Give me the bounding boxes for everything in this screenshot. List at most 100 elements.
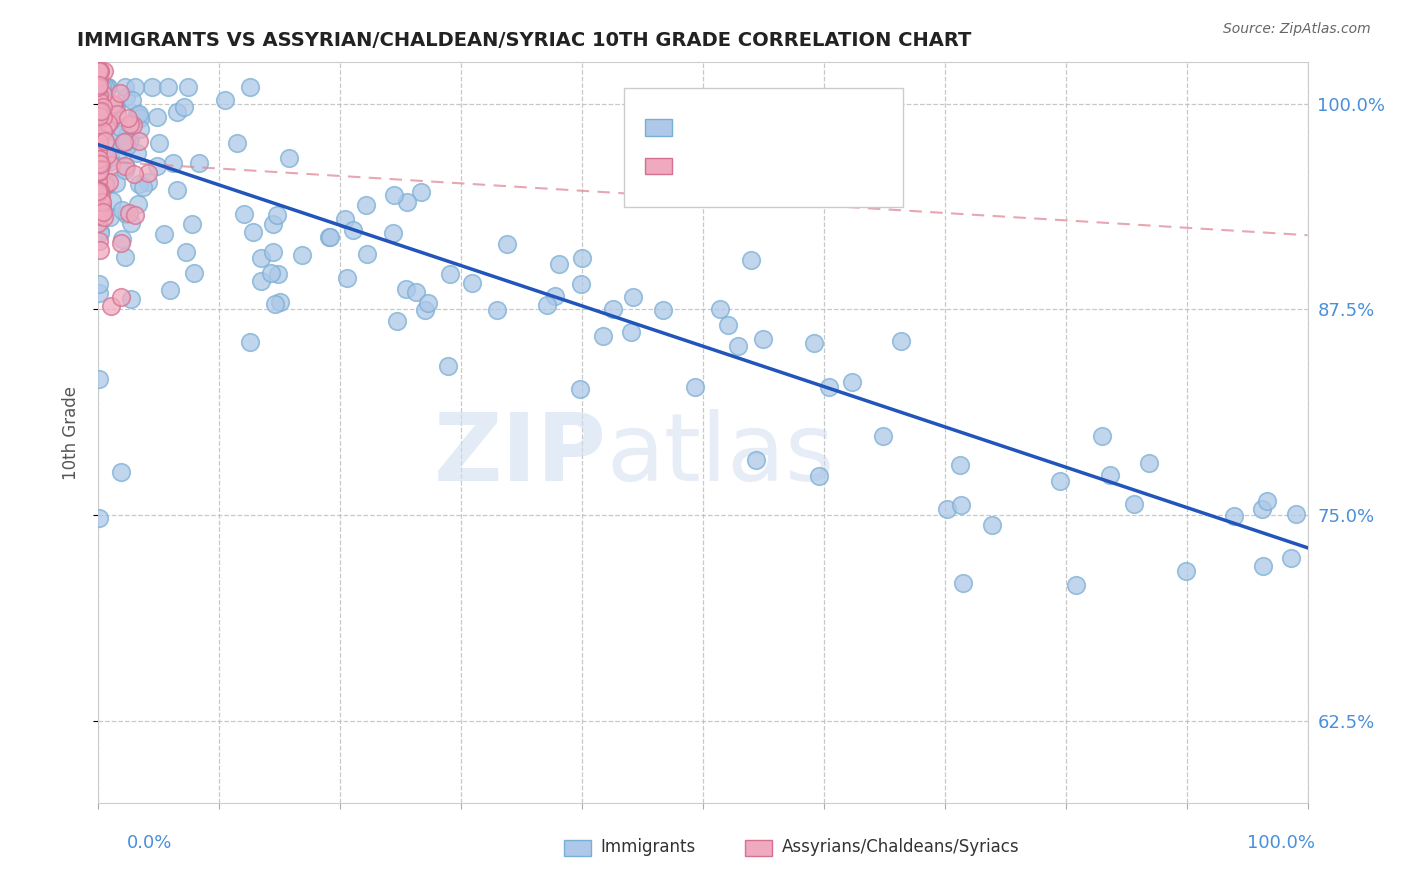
Point [115,134,138,148]
Point [226,136,249,150]
Point [93,178,115,193]
Point [683,380,706,394]
Point [1251,559,1274,574]
Point [173,100,195,114]
Point [104,176,127,190]
Point [90,158,112,172]
Point [740,253,762,268]
Point [486,303,509,318]
Point [87,128,110,143]
Point [89,185,111,199]
Point [153,227,176,241]
Point [138,175,160,189]
Text: N =: N = [806,119,842,136]
Point [385,314,408,328]
Point [1256,494,1278,508]
Point [87,112,110,126]
Text: IMMIGRANTS VS ASSYRIAN/CHALDEAN/SYRIAC 10TH GRADE CORRELATION CHART: IMMIGRANTS VS ASSYRIAN/CHALDEAN/SYRIAC 1… [77,31,972,50]
Point [87,109,110,123]
Point [108,120,131,135]
Point [122,118,145,132]
Point [89,104,111,119]
Point [94,134,117,148]
Text: -0.149: -0.149 [730,157,794,175]
Point [89,133,111,147]
Point [87,202,110,217]
Bar [645,158,672,174]
Point [98,210,121,224]
Text: ZIP: ZIP [433,409,606,500]
Point [745,453,768,467]
Point [87,78,110,92]
Point [114,80,136,95]
Point [1250,501,1272,516]
Point [354,198,377,212]
Point [188,155,211,169]
Point [87,164,110,178]
Point [114,159,136,173]
Point [250,251,273,265]
Point [87,163,110,178]
Point [89,63,111,78]
Point [98,149,121,163]
Point [981,517,1004,532]
Point [183,266,205,280]
Point [89,206,111,220]
Point [87,174,110,188]
Point [166,104,188,119]
Point [103,124,125,138]
Point [118,206,141,220]
Point [1279,551,1302,566]
Point [87,130,110,145]
Point [97,155,120,169]
Point [87,146,110,161]
Point [335,212,357,227]
Bar [645,120,672,136]
Point [87,184,110,198]
Point [952,575,974,590]
Point [87,153,110,167]
Point [242,225,264,239]
Point [90,190,112,204]
Point [87,88,110,103]
Point [620,325,643,339]
Point [460,277,482,291]
Point [91,124,114,138]
Point [101,97,124,112]
Point [569,383,592,397]
Y-axis label: 10th Grade: 10th Grade [62,385,80,480]
Point [87,72,110,87]
Point [87,209,110,223]
Point [128,107,150,121]
Text: R =: R = [685,119,721,136]
Point [87,152,110,166]
Point [264,297,287,311]
Point [90,125,112,139]
Point [97,116,120,130]
Point [120,292,142,306]
Point [382,188,405,202]
Point [91,205,114,219]
Point [547,257,569,271]
Point [651,302,673,317]
Text: atlas: atlas [606,409,835,500]
Point [602,301,624,316]
Point [87,142,110,156]
Point [89,226,111,240]
Point [89,144,111,158]
Point [93,80,115,95]
Point [87,104,110,119]
Point [108,86,131,100]
Point [117,111,139,125]
Point [132,179,155,194]
Point [136,166,159,180]
Point [536,298,558,312]
Point [872,428,894,442]
Point [110,142,132,156]
Point [127,196,149,211]
Text: Assyrians/Chaldeans/Syriacs: Assyrians/Chaldeans/Syriacs [782,838,1019,856]
Point [89,94,111,108]
Point [115,160,138,174]
Point [405,285,427,300]
Point [1285,508,1308,522]
